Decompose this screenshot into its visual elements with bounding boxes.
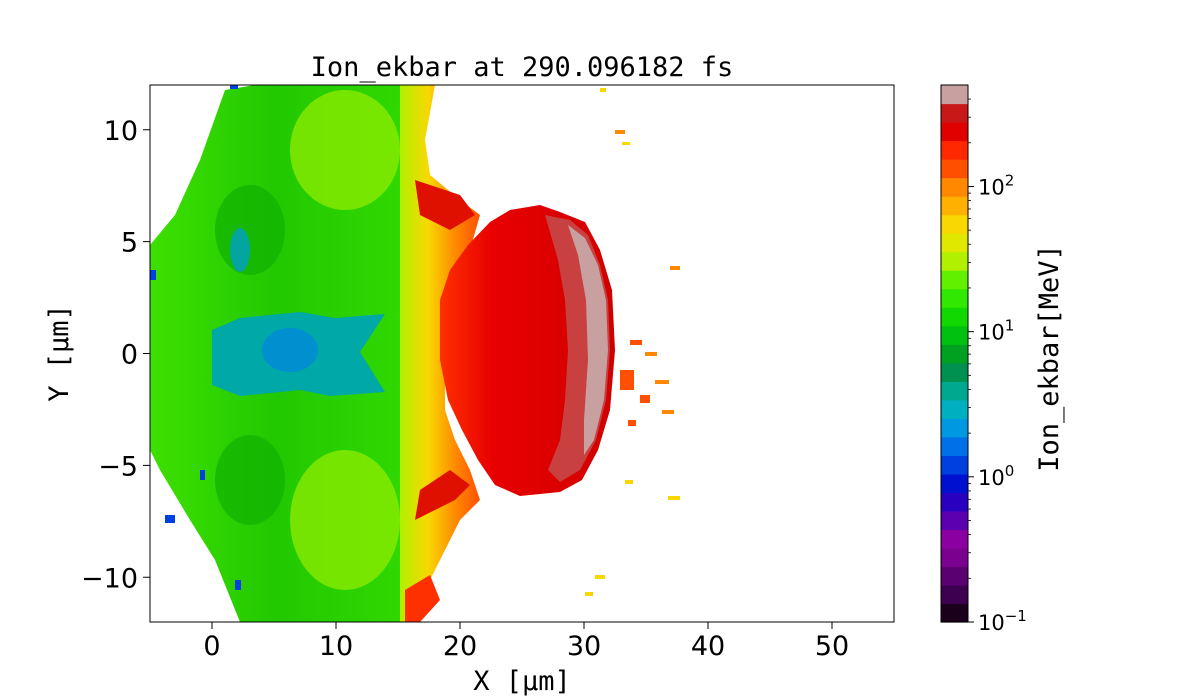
- heatmap-streak: [415, 470, 470, 520]
- debris-dot: [620, 370, 634, 390]
- y-axis-label: Y [μm]: [44, 304, 75, 402]
- x-tick-label: 40: [691, 631, 725, 662]
- colorbar-ticks: 10−1 100 101 102: [968, 98, 1027, 635]
- debris-dot: [615, 130, 625, 134]
- colorbar-band: [941, 196, 968, 216]
- colorbar-band: [941, 418, 968, 438]
- colorbar-band: [941, 603, 968, 623]
- debris-dot: [625, 480, 633, 484]
- heatmap-patch: [290, 90, 400, 210]
- debris-dot: [600, 88, 606, 92]
- speck: [165, 515, 175, 523]
- colorbar-band: [941, 288, 968, 308]
- colorbar-band: [941, 307, 968, 327]
- debris-dot: [595, 575, 605, 579]
- colorbar-band: [941, 529, 968, 549]
- colorbar-band: [941, 473, 968, 493]
- heatmap-specks: [150, 85, 241, 590]
- colorbar-band: [941, 214, 968, 234]
- heatmap-region-bunch-peak: [568, 225, 608, 455]
- debris-dot: [628, 420, 636, 426]
- debris-dot: [640, 395, 650, 403]
- colorbar-band: [941, 510, 968, 531]
- colorbar-band: [941, 399, 968, 419]
- colorbar-band: [941, 566, 968, 586]
- y-axis: −10 −5 0 5 10: [81, 116, 150, 594]
- colorbar-band: [941, 344, 968, 364]
- y-tick-label: −5: [98, 451, 138, 482]
- x-tick-label: 30: [567, 631, 601, 662]
- colorbar-band: [941, 85, 968, 105]
- debris-dot: [622, 142, 630, 145]
- colorbar-band: [941, 455, 968, 475]
- debris-dot: [645, 352, 657, 356]
- colorbar-band: [941, 547, 968, 568]
- colorbar-band: [941, 159, 968, 179]
- heatmap-debris: [585, 88, 680, 596]
- debris-dot: [655, 380, 669, 384]
- x-tick-label: 0: [203, 631, 220, 662]
- heatmap-patch: [230, 228, 250, 272]
- heatmap-streak: [415, 180, 475, 230]
- colorbar-band: [941, 251, 968, 271]
- colorbar-band: [941, 103, 968, 123]
- colorbar-band: [941, 492, 968, 512]
- speck: [235, 580, 241, 590]
- speck: [200, 470, 205, 480]
- colorbar-label: Ion_ekbar[MeV]: [1034, 244, 1065, 472]
- colorbar-bands: [941, 85, 968, 623]
- colorbar-band: [941, 362, 968, 382]
- colorbar-frame: [940, 84, 969, 623]
- x-tick-label: 20: [443, 631, 477, 662]
- y-tick-label: 10: [104, 116, 138, 147]
- heatmap-streak: [405, 575, 440, 622]
- colorbar-band: [941, 436, 968, 456]
- speck: [230, 85, 238, 89]
- colorbar-band: [941, 270, 968, 290]
- x-tick-label: 10: [319, 631, 353, 662]
- x-axis-label: X [μm]: [473, 666, 571, 697]
- colorbar-band: [941, 584, 968, 605]
- debris-dot: [585, 592, 593, 596]
- x-axis: 0 10 20 30 40 50: [203, 622, 849, 662]
- x-tick-label: 50: [815, 631, 849, 662]
- colorbar-tick-label: 10−1: [978, 607, 1027, 635]
- heatmap-patch: [215, 435, 285, 525]
- colorbar-tick-label: 102: [978, 171, 1014, 199]
- plot-area: [149, 84, 895, 623]
- debris-dot: [662, 410, 674, 414]
- colorbar-band: [941, 177, 968, 197]
- heatmap-patch: [290, 450, 400, 590]
- debris-dot: [670, 266, 680, 270]
- y-tick-label: 5: [121, 228, 138, 259]
- debris-dot: [668, 496, 680, 500]
- colorbar-band: [941, 325, 968, 345]
- chart-title: Ion_ekbar at 290.096182 fs: [311, 52, 734, 83]
- colorbar-band: [941, 233, 968, 253]
- colorbar-band: [941, 381, 968, 401]
- colorbar-tick-label: 101: [978, 317, 1014, 345]
- speck: [150, 270, 156, 280]
- colorbar: 10−1 100 101 102 Ion_ekbar[MeV]: [940, 84, 1065, 635]
- debris-dot: [630, 340, 642, 345]
- colorbar-tick-label: 100: [978, 462, 1014, 490]
- y-tick-label: 0: [121, 340, 138, 371]
- heatmap-patch: [215, 185, 285, 275]
- heatmap: [150, 85, 680, 622]
- heatmap-patch: [262, 328, 318, 372]
- colorbar-band: [941, 122, 968, 142]
- y-tick-label: −10: [81, 563, 138, 594]
- colorbar-band: [941, 140, 968, 160]
